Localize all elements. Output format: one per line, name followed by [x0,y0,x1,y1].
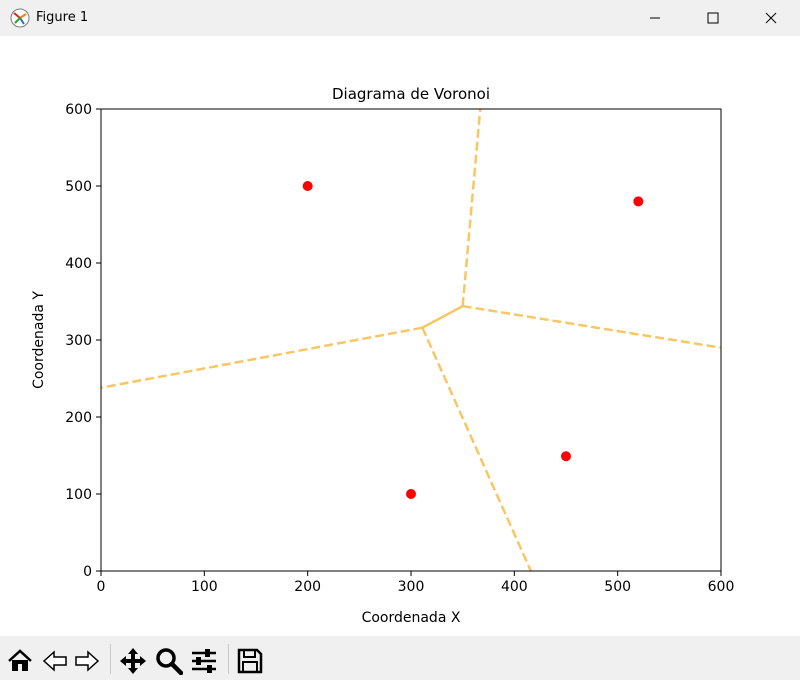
figure-canvas[interactable]: Diagrama de Voronoi 0 100 200 300 400 500 600 … [0,36,800,636]
minimize-icon [650,17,660,19]
y-axis-ticks: 0 100 200 300 400 500 600 [65,102,101,580]
close-icon [765,12,777,24]
forward-button[interactable] [72,646,102,676]
save-button[interactable] [235,646,265,676]
data-points [302,181,644,499]
y-tick-label: 600 [65,102,92,118]
data-point [561,451,571,462]
forward-arrow-icon [75,650,100,672]
y-tick-label: 0 [83,564,92,580]
move-icon [120,648,146,674]
data-point [302,181,313,191]
y-tick-label: 500 [65,179,92,195]
chart-title: Diagrama de Voronoi [332,85,490,103]
home-button[interactable] [5,646,35,676]
voronoi-edge [100,326,423,389]
voronoi-edge [462,304,722,349]
navigation-toolbar [0,636,800,680]
y-tick-label: 400 [65,256,92,272]
data-point [633,196,644,207]
sliders-icon [192,649,216,673]
maximize-icon [707,12,719,24]
title-bar[interactable]: Figure 1 [0,0,800,36]
home-icon [8,649,32,671]
voronoi-chart: Diagrama de Voronoi 0 100 200 300 400 500 600 … [31,85,735,626]
y-axis-label: Coordenada Y [31,291,47,389]
x-axis-label: Coordenada X [362,610,461,626]
zoom-button[interactable] [154,646,184,676]
window-title: Figure 1 [36,10,89,25]
configure-subplots-button[interactable] [189,646,219,676]
x-tick-label: 200 [294,579,321,595]
y-tick-label: 200 [65,410,92,426]
back-arrow-icon [42,650,67,672]
maximize-button[interactable] [684,0,742,36]
voronoi-edge [461,108,482,307]
data-point [406,489,416,499]
x-tick-label: 400 [501,579,528,595]
minimize-button[interactable] [626,0,684,36]
close-button[interactable] [742,0,800,36]
x-tick-label: 600 [708,579,735,595]
x-tick-label: 0 [97,579,106,595]
back-button[interactable] [40,646,70,676]
y-tick-label: 300 [65,333,92,349]
x-axis-ticks: 0 100 200 300 400 500 600 [97,571,735,595]
x-tick-label: 500 [604,579,631,595]
voronoi-edge [421,327,533,572]
voronoi-edges [100,108,722,572]
toolbar-separator [110,644,111,674]
axes-frame [100,108,722,572]
matplotlib-figure-icon [10,8,30,28]
x-tick-label: 300 [398,579,425,595]
voronoi-edge [421,305,464,329]
toolbar-separator [228,644,229,674]
zoom-icon [156,648,183,675]
save-icon [237,648,263,674]
y-tick-label: 100 [65,487,92,503]
x-tick-label: 100 [191,579,218,595]
pan-button[interactable] [118,646,148,676]
